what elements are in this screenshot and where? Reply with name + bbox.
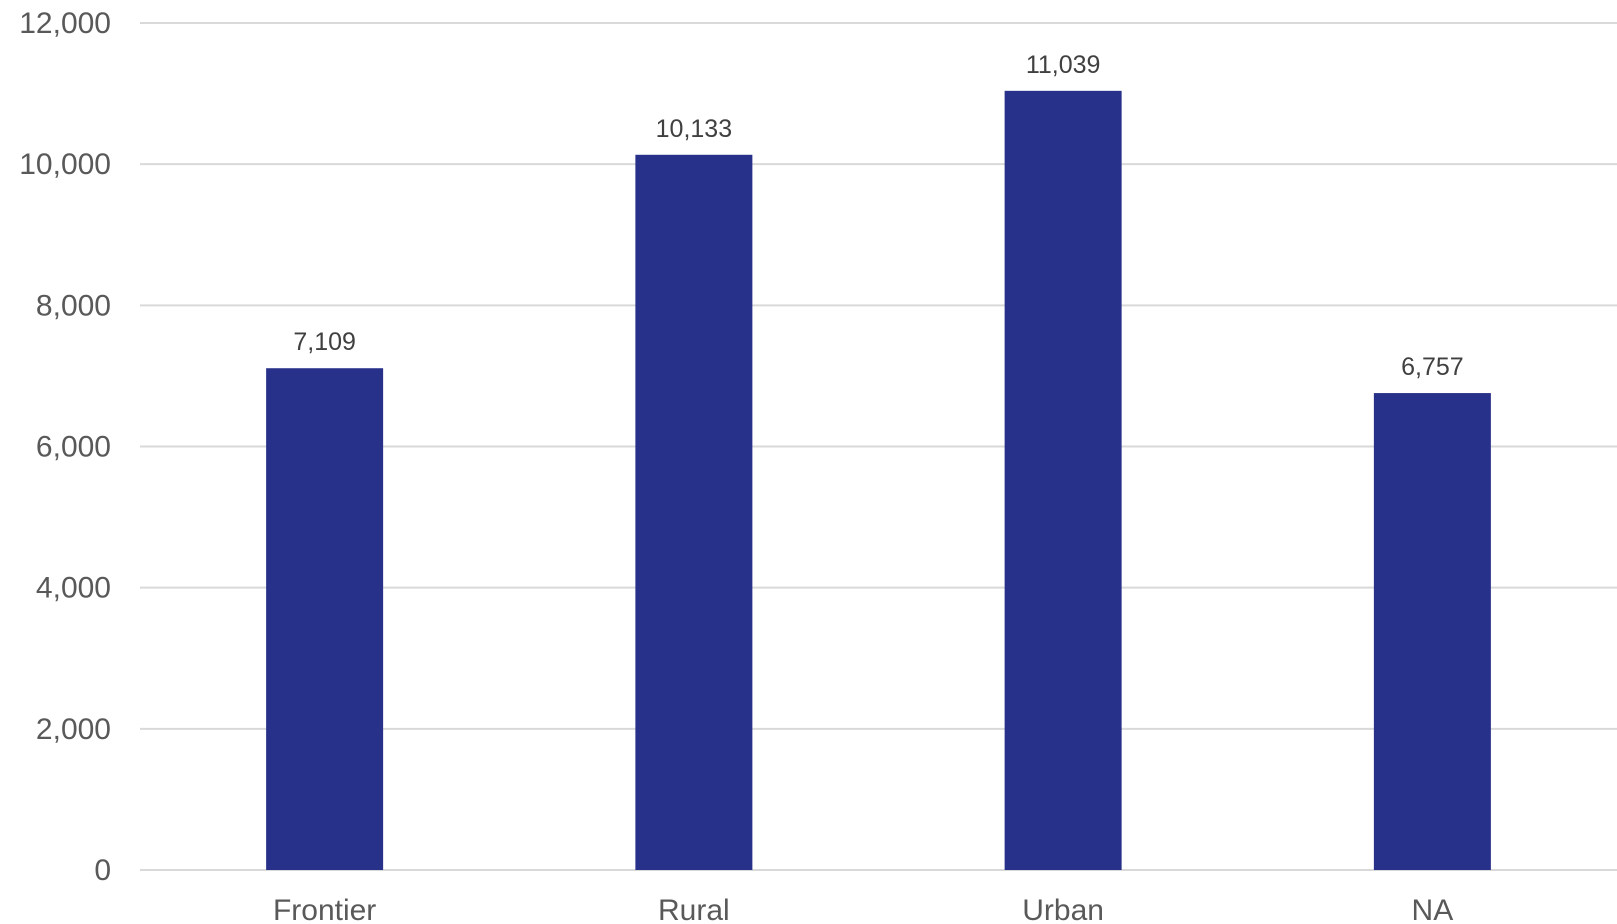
y-tick-label: 2,000	[36, 713, 111, 746]
data-labels: 7,109 10,133 11,039 6,757	[293, 51, 1463, 381]
bar-rural	[635, 154, 753, 871]
bars	[266, 90, 1491, 871]
data-label-na: 6,757	[1401, 353, 1464, 381]
x-axis-category-labels: Frontier Rural Urban NA	[273, 894, 1453, 924]
y-axis-tick-labels: 0 2,000 4,000 6,000 8,000 10,000 12,000	[19, 7, 111, 887]
y-tick-label: 6,000	[36, 431, 111, 464]
y-tick-label: 12,000	[19, 7, 111, 40]
bar-na	[1373, 393, 1491, 870]
y-tick-label: 0	[94, 854, 111, 887]
category-label-rural: Rural	[658, 894, 730, 924]
data-label-rural: 10,133	[656, 115, 732, 143]
y-tick-label: 10,000	[19, 148, 111, 181]
category-label-na: NA	[1412, 894, 1454, 924]
data-label-urban: 11,039	[1026, 51, 1101, 79]
category-label-urban: Urban	[1022, 894, 1104, 924]
data-label-frontier: 7,109	[293, 328, 356, 356]
category-label-frontier: Frontier	[273, 894, 376, 924]
bar-urban	[1004, 90, 1122, 871]
y-tick-label: 4,000	[36, 572, 111, 605]
gridlines	[140, 22, 1617, 871]
bar-frontier	[266, 368, 384, 870]
y-tick-label: 8,000	[36, 289, 111, 322]
